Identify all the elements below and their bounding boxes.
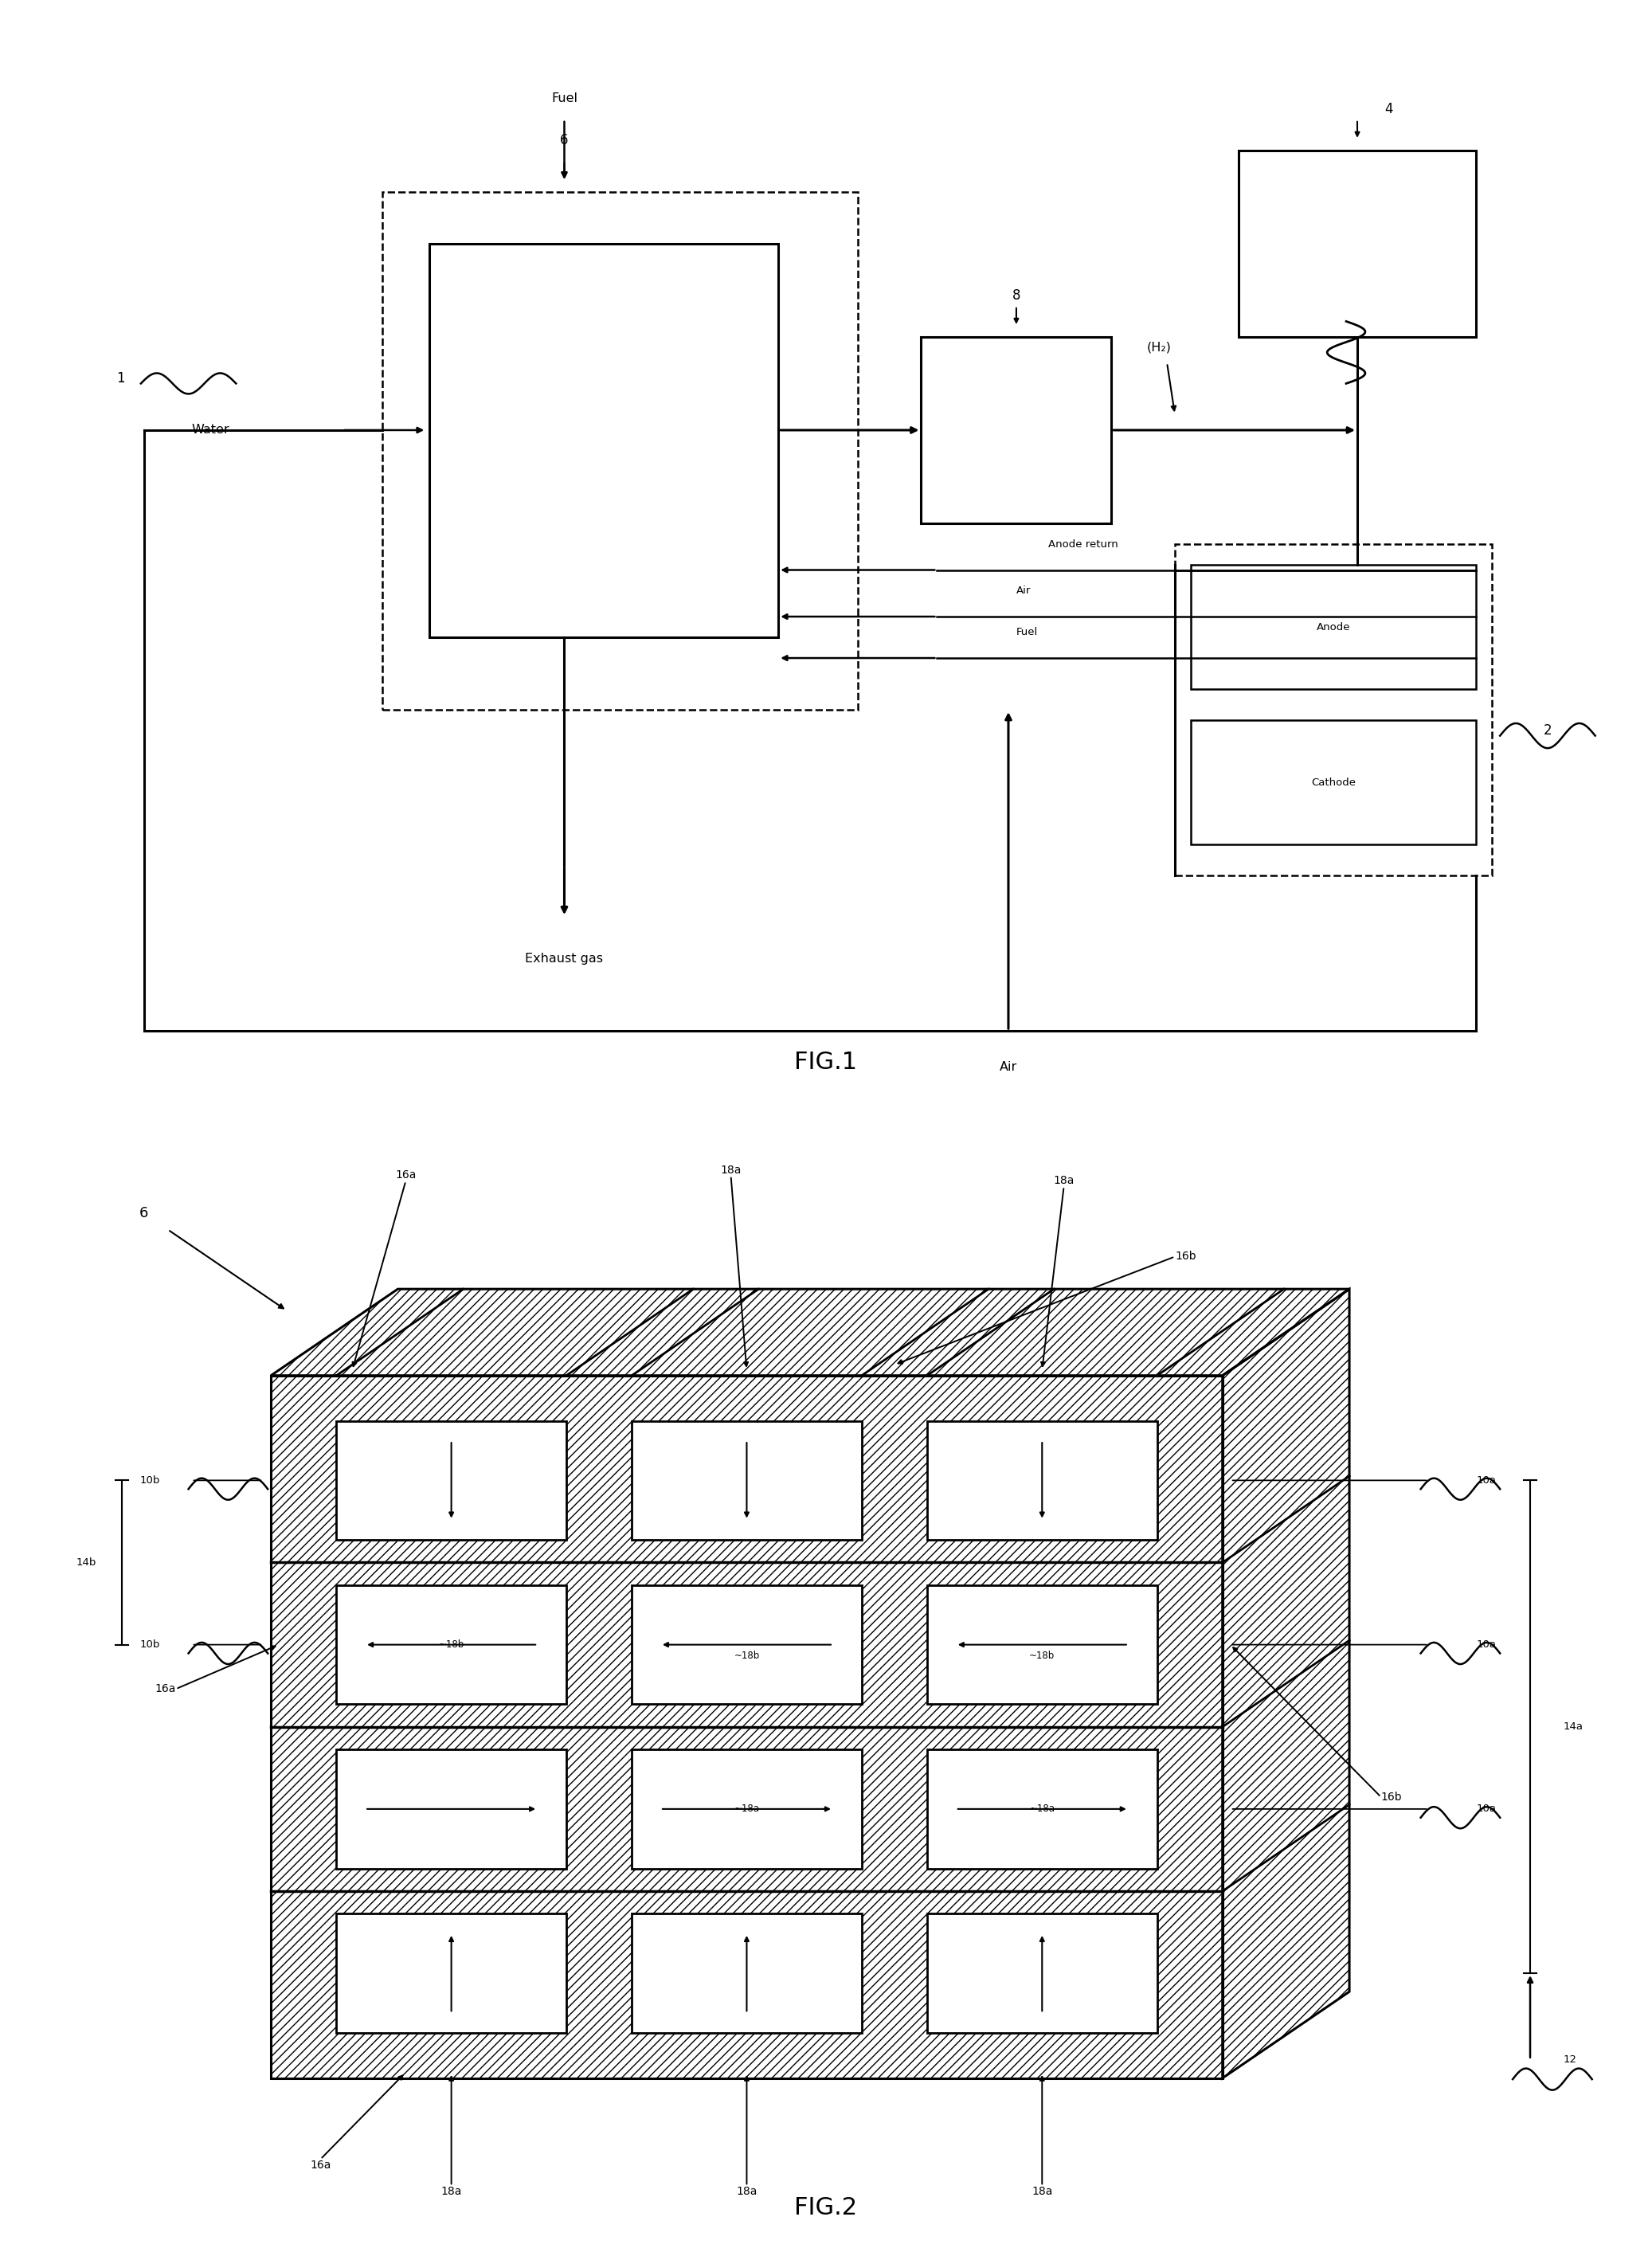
Bar xyxy=(1191,565,1477,689)
Bar xyxy=(927,1585,1156,1705)
Text: ~18b: ~18b xyxy=(1029,1651,1056,1660)
Text: Fuel: Fuel xyxy=(1016,626,1037,637)
Text: Cathode: Cathode xyxy=(1312,777,1356,788)
Bar xyxy=(631,1585,862,1705)
Bar xyxy=(927,1421,1156,1540)
Text: 12: 12 xyxy=(1563,2054,1578,2065)
Text: Air: Air xyxy=(1016,586,1031,597)
Text: ~18a: ~18a xyxy=(733,1804,760,1815)
Text: 16a: 16a xyxy=(311,2160,330,2171)
Bar xyxy=(1175,545,1492,876)
Text: FIG.1: FIG.1 xyxy=(795,1049,857,1074)
Text: Exhaust gas: Exhaust gas xyxy=(525,953,603,964)
Text: Water: Water xyxy=(192,423,230,437)
Polygon shape xyxy=(1222,1288,1350,2079)
Bar xyxy=(337,1914,567,2034)
Text: 18a: 18a xyxy=(1054,1176,1074,1187)
Text: 8: 8 xyxy=(1013,288,1021,302)
Text: Air: Air xyxy=(999,1061,1018,1074)
Polygon shape xyxy=(271,1376,1222,2079)
Bar xyxy=(631,1750,862,1869)
Text: 10b: 10b xyxy=(140,1475,160,1486)
Text: 16a: 16a xyxy=(155,1684,175,1694)
Text: 10a: 10a xyxy=(1477,1639,1497,1651)
Text: 16a: 16a xyxy=(395,1169,416,1180)
Text: ~18a: ~18a xyxy=(1029,1804,1056,1815)
Text: 2: 2 xyxy=(1543,723,1551,739)
Text: (H₂): (H₂) xyxy=(1146,342,1171,354)
Bar xyxy=(631,1914,862,2034)
Text: FIG.2: FIG.2 xyxy=(795,2196,857,2220)
Text: 18a: 18a xyxy=(720,1164,742,1176)
Text: 10b: 10b xyxy=(140,1639,160,1651)
Text: 6: 6 xyxy=(560,133,568,146)
Text: 1: 1 xyxy=(116,372,124,385)
Text: 18a: 18a xyxy=(441,2187,463,2198)
Text: 18a: 18a xyxy=(1031,2187,1052,2198)
Bar xyxy=(927,1914,1156,2034)
Text: 14a: 14a xyxy=(1563,1723,1583,1732)
Text: 10a: 10a xyxy=(1477,1804,1497,1815)
Bar xyxy=(1239,151,1477,338)
Text: Anode: Anode xyxy=(1317,622,1350,633)
Text: ~18b: ~18b xyxy=(733,1651,760,1660)
Bar xyxy=(382,191,857,709)
Text: ~18b: ~18b xyxy=(438,1639,464,1651)
Bar xyxy=(927,1750,1156,1869)
Text: Fuel: Fuel xyxy=(552,92,578,104)
Bar xyxy=(337,1585,567,1705)
Text: 16b: 16b xyxy=(1175,1252,1196,1261)
Text: 6: 6 xyxy=(139,1207,149,1221)
Text: 18a: 18a xyxy=(737,2187,757,2198)
Text: 10a: 10a xyxy=(1477,1475,1497,1486)
Bar xyxy=(922,338,1112,522)
Text: Anode return: Anode return xyxy=(1047,538,1118,549)
Polygon shape xyxy=(271,1288,1350,1376)
Bar xyxy=(337,1750,567,1869)
Bar xyxy=(430,243,778,637)
Bar xyxy=(337,1421,567,1540)
Bar xyxy=(631,1421,862,1540)
Text: 16b: 16b xyxy=(1381,1793,1403,1802)
Text: 4: 4 xyxy=(1384,101,1393,117)
Text: 14b: 14b xyxy=(76,1558,96,1567)
Bar xyxy=(1191,721,1477,844)
